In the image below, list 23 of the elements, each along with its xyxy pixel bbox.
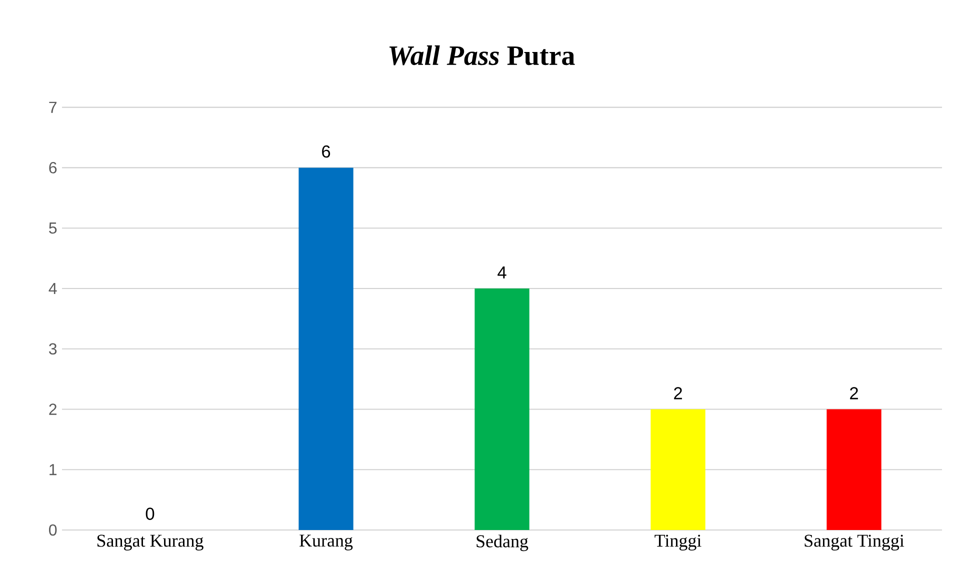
data-label: 2 <box>850 387 858 400</box>
x-tick-label: Sangat Tinggi <box>804 534 904 551</box>
y-tick-label: 0 <box>49 524 57 536</box>
chart-title: Wall Pass Putra <box>389 45 575 66</box>
bar <box>650 409 706 530</box>
bar <box>826 409 882 530</box>
y-tick-label: 4 <box>48 282 57 294</box>
data-label: 6 <box>322 145 330 158</box>
x-tick-label: Tinggi <box>654 534 702 551</box>
data-label: 4 <box>498 266 506 278</box>
y-tick-label: 5 <box>49 222 57 234</box>
x-tick-label: Sedang <box>476 534 528 552</box>
x-tick-label: Kurang <box>300 534 353 550</box>
bar <box>474 288 530 530</box>
y-tick-label: 2 <box>49 404 56 415</box>
data-label: 0 <box>146 508 154 520</box>
bar <box>298 168 354 530</box>
data-label: 2 <box>674 387 682 400</box>
y-tick-label: 3 <box>49 343 57 355</box>
y-tick-label: 7 <box>49 102 56 113</box>
y-tick-label: 1 <box>50 464 57 476</box>
y-tick-label: 6 <box>49 162 57 174</box>
x-tick-label: Sangat Kurang <box>97 534 204 551</box>
